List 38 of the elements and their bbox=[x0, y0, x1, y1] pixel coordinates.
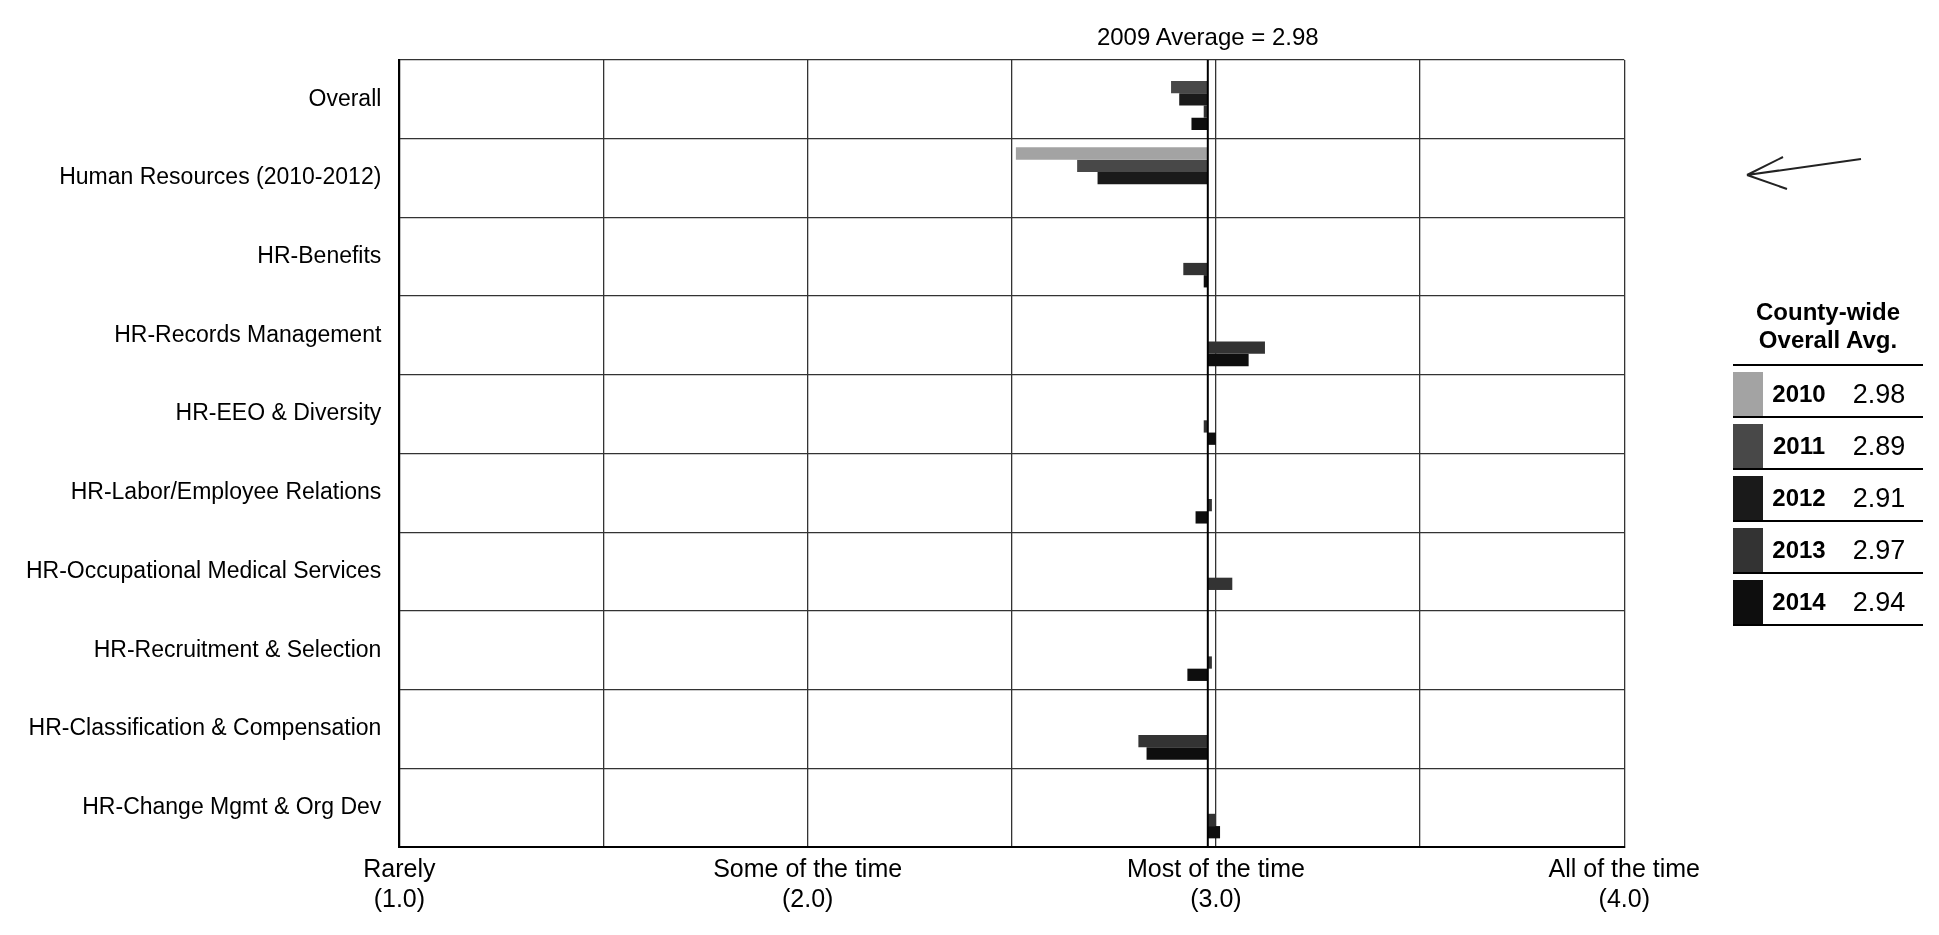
y-tick-label: HR-Labor/Employee Relations bbox=[70, 478, 382, 505]
ref-line-label: 2009 Average = 2.98 bbox=[1096, 22, 1319, 50]
x-tick-label: Some of the time (2.0) bbox=[713, 853, 903, 912]
legend-label: 2014 bbox=[1771, 587, 1827, 617]
legend-label: 2013 bbox=[1771, 535, 1827, 565]
y-tick-label: HR-Records Management bbox=[114, 320, 382, 347]
legend-label: 2012 bbox=[1771, 483, 1827, 513]
y-tick-label: HR-Classification & Compensation bbox=[28, 714, 382, 741]
y-tick-label: Overall bbox=[308, 84, 382, 111]
text: 2.89 bbox=[1851, 429, 1907, 463]
bar bbox=[1138, 735, 1208, 748]
bar bbox=[1191, 117, 1208, 131]
bar bbox=[1179, 93, 1208, 106]
y-tick-label: Human Resources (2010-2012) bbox=[59, 163, 382, 190]
bar bbox=[1097, 171, 1208, 185]
bar bbox=[1195, 511, 1208, 524]
x-tick-label: Rarely (1.0) bbox=[363, 853, 436, 912]
x-tick-label: All of the time (4.0) bbox=[1548, 853, 1700, 912]
x-tick-label: Most of the time (3.0) bbox=[1127, 853, 1305, 912]
text: 2.97 bbox=[1851, 533, 1907, 567]
legend-title: County-wide Overall Avg. bbox=[1755, 298, 1901, 354]
text: 2.94 bbox=[1851, 585, 1907, 619]
legend-label: 2010 bbox=[1771, 379, 1827, 409]
y-tick-label: HR-Recruitment & Selection bbox=[93, 635, 382, 662]
y-tick-label: HR-Change Mgmt & Org Dev bbox=[82, 792, 382, 819]
legend-label: 2011 bbox=[1771, 431, 1827, 461]
text: 2.98 bbox=[1851, 377, 1907, 411]
y-tick-label: HR-Benefits bbox=[257, 242, 382, 269]
bar bbox=[1077, 159, 1208, 172]
bar bbox=[1187, 668, 1208, 681]
bar bbox=[1146, 747, 1208, 760]
bar bbox=[1171, 80, 1208, 94]
text: 2.91 bbox=[1851, 481, 1907, 515]
y-tick-label: HR-Occupational Medical Services bbox=[26, 556, 382, 583]
bar bbox=[1207, 353, 1249, 367]
bar bbox=[1183, 262, 1208, 276]
bar bbox=[1015, 147, 1208, 160]
y-tick-label: HR-EEO & Diversity bbox=[175, 399, 382, 426]
